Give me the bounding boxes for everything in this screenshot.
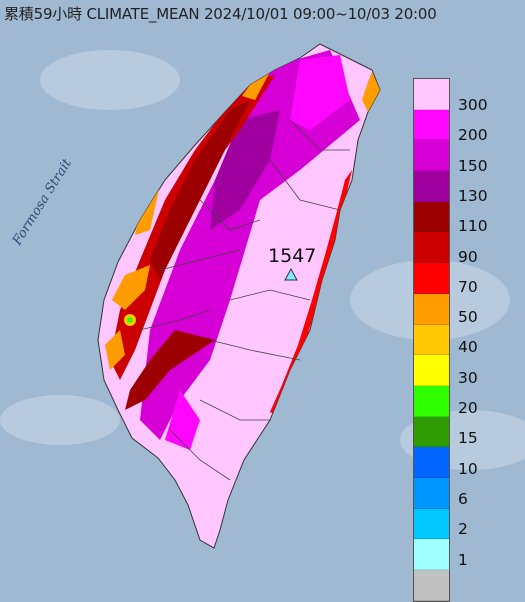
legend-swatch <box>414 508 449 540</box>
legend-label: 1 <box>458 550 468 569</box>
legend-label: 110 <box>458 217 488 236</box>
legend-color-bar <box>413 78 450 602</box>
legend-swatch <box>414 539 449 570</box>
legend-swatch <box>414 232 449 264</box>
legend-swatch <box>414 201 449 233</box>
rainfall-zones <box>105 50 380 450</box>
legend-swatch <box>414 109 449 141</box>
map-title: 累積59小時 CLIMATE_MEAN 2024/10/01 09:00~10/… <box>4 5 437 23</box>
legend-label: 300 <box>458 96 488 114</box>
legend-label: 20 <box>458 399 478 417</box>
legend-label: 90 <box>458 247 478 266</box>
legend-label: 150 <box>458 156 488 175</box>
legend-swatch <box>414 385 449 417</box>
legend-label: 15 <box>458 429 478 448</box>
legend-swatch <box>414 477 449 509</box>
legend-swatch <box>414 263 449 294</box>
legend-swatch <box>414 171 449 202</box>
legend-swatch <box>414 293 449 325</box>
legend-label: 30 <box>458 368 478 387</box>
legend-label: 200 <box>458 126 488 145</box>
legend-label: 50 <box>458 308 478 327</box>
legend-swatch <box>414 140 449 172</box>
legend-label: 10 <box>458 459 478 478</box>
legend-label: 2 <box>458 520 468 539</box>
legend-swatch <box>414 570 449 601</box>
county-boundaries <box>139 119 350 481</box>
legend-swatch <box>414 79 449 110</box>
max-station-icon <box>284 268 298 281</box>
legend-label: 6 <box>458 489 468 508</box>
legend-label: 70 <box>458 277 478 296</box>
legend-swatch <box>414 447 449 478</box>
legend-label: 40 <box>458 338 478 357</box>
legend-swatch <box>414 416 449 448</box>
max-value-label: 1547 <box>268 245 317 267</box>
legend-swatch <box>414 355 449 386</box>
legend-swatch <box>414 324 449 356</box>
legend-label: 130 <box>458 186 488 205</box>
